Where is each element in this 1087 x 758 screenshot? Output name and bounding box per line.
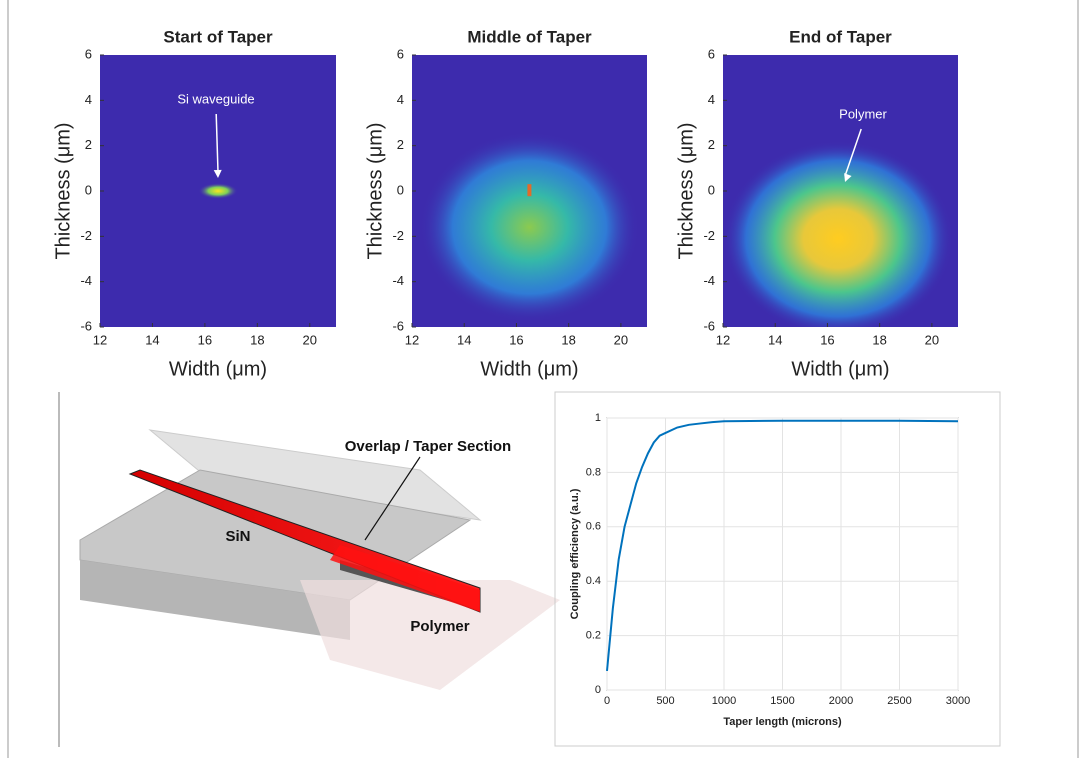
y-tick-label: 0 — [397, 182, 404, 197]
y-tick-label: 2 — [708, 137, 715, 152]
x-tick-label: 18 — [250, 332, 264, 347]
chart-title: Start of Taper — [163, 27, 273, 46]
x-axis-label: Width (μm) — [791, 358, 889, 380]
y-tick-label: -6 — [80, 318, 92, 333]
y-axis-label: Thickness (μm) — [52, 122, 74, 259]
annotation-arrow — [215, 113, 219, 173]
y-tick-label: -6 — [392, 318, 404, 333]
x-tick-label: 2000 — [829, 695, 853, 707]
x-tick-label: 14 — [457, 332, 471, 347]
x-tick-label: 20 — [925, 332, 939, 347]
y-tick-label: 0.4 — [586, 575, 601, 587]
x-tick-label: 20 — [303, 332, 317, 347]
x-tick-label: 1500 — [770, 695, 794, 707]
x-tick-label: 0 — [604, 695, 610, 707]
chart-title: Middle of Taper — [467, 27, 592, 46]
diagram-label: SiN — [225, 528, 250, 545]
y-tick-label: 0 — [85, 182, 92, 197]
x-tick-label: 14 — [768, 332, 782, 347]
x-tick-label: 16 — [509, 332, 523, 347]
sin-side — [80, 560, 350, 640]
y-tick-label: 0 — [595, 684, 601, 696]
y-tick-label: 4 — [708, 92, 715, 107]
y-tick-label: 0.6 — [586, 521, 601, 533]
x-tick-label: 12 — [93, 332, 107, 347]
x-tick-label: 500 — [656, 695, 674, 707]
y-tick-label: 6 — [397, 46, 404, 61]
y-tick-label: 4 — [85, 92, 92, 107]
frame — [58, 392, 60, 747]
y-tick-label: 4 — [397, 92, 404, 107]
cladding — [148, 429, 482, 521]
x-tick-label: 16 — [820, 332, 834, 347]
mode-profile — [198, 183, 238, 199]
y-tick-label: 2 — [85, 137, 92, 152]
taper-mode — [330, 545, 480, 612]
annotation: Si waveguide — [177, 91, 254, 106]
mode-profile — [419, 132, 640, 323]
y-tick-label: -4 — [392, 273, 404, 288]
y-axis-label: Thickness (μm) — [364, 122, 386, 259]
annotation-arrow — [844, 128, 862, 177]
y-tick-label: 1 — [595, 412, 601, 424]
annotation: Polymer — [839, 106, 887, 121]
x-tick-label: 2500 — [887, 695, 911, 707]
x-tick-label: 1000 — [712, 695, 736, 707]
x-tick-label: 12 — [405, 332, 419, 347]
diagram-label: Polymer — [410, 618, 469, 635]
y-tick-label: -4 — [80, 273, 92, 288]
y-tick-label: 0.8 — [586, 466, 601, 478]
chart-title: End of Taper — [789, 27, 892, 46]
x-tick-label: 20 — [614, 332, 628, 347]
x-tick-label: 12 — [716, 332, 730, 347]
x-tick-label: 3000 — [946, 695, 970, 707]
y-tick-label: -6 — [703, 318, 715, 333]
y-tick-label: 6 — [708, 46, 715, 61]
diagram: Overlap / Taper Section SiN Polymer — [58, 392, 560, 747]
x-tick-label: 18 — [561, 332, 575, 347]
mode-profile — [723, 141, 953, 327]
mode-core — [527, 184, 532, 197]
y-axis-label: Thickness (μm) — [675, 122, 697, 259]
diagram-label: Overlap / Taper Section — [345, 438, 511, 455]
polymer-slab — [300, 580, 560, 690]
x-tick-label: 16 — [198, 332, 212, 347]
x-axis-label: Taper length (microns) — [723, 716, 842, 728]
y-tick-label: 6 — [85, 46, 92, 61]
x-axis-label: Width (μm) — [480, 358, 578, 380]
y-tick-label: 0.2 — [586, 630, 601, 642]
y-axis-label: Coupling efficiency (a.u.) — [569, 488, 581, 619]
y-tick-label: -4 — [703, 273, 715, 288]
x-tick-label: 14 — [145, 332, 159, 347]
y-tick-label: -2 — [392, 228, 404, 243]
leader — [364, 456, 421, 541]
x-axis-label: Width (μm) — [169, 358, 267, 380]
arrow-head — [844, 173, 852, 182]
y-tick-label: -2 — [80, 228, 92, 243]
arrow-head — [213, 169, 222, 178]
x-tick-label: 18 — [872, 332, 886, 347]
chart-frame — [554, 391, 1001, 747]
y-tick-label: 0 — [708, 182, 715, 197]
data-line — [606, 419, 959, 672]
y-tick-label: -2 — [703, 228, 715, 243]
y-tick-label: 2 — [397, 137, 404, 152]
